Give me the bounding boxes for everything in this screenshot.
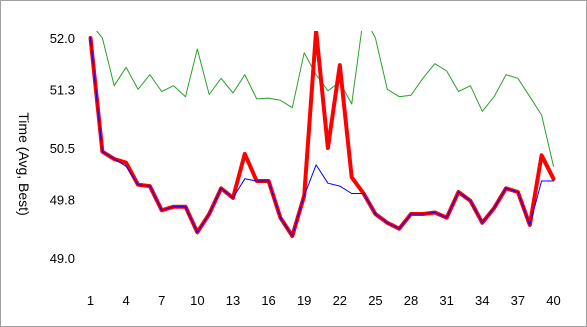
y-tick-label: 52.0 [50,31,75,46]
x-tick-label: 19 [297,293,311,308]
x-tick-labels: 1 4 7 10 13 16 19 22 25 28 31 34 37 40 [87,293,561,308]
y-tick-labels: 49.0 49.8 50.5 51.3 52.0 [50,31,75,266]
x-tick-label: 22 [333,293,347,308]
y-tick-label: 49.0 [50,251,75,266]
x-tick-label: 7 [158,293,165,308]
y-tick-label: 50.5 [50,141,75,156]
series-lines [88,31,556,238]
x-tick-label: 34 [475,293,489,308]
x-tick-label: 40 [546,293,560,308]
y-axis-label: Time (Avg, Best) [16,112,32,215]
y-tick-label: 51.3 [50,82,75,97]
y-tick-label: 49.8 [50,192,75,207]
x-tick-label: 28 [404,293,418,308]
x-tick-label: 16 [261,293,275,308]
x-tick-label: 31 [439,293,453,308]
x-tick-label: 10 [190,293,204,308]
series-line-3 [90,37,554,237]
x-tick-label: 13 [226,293,240,308]
series-line-2 [88,31,556,238]
x-tick-label: 1 [87,293,94,308]
x-tick-label: 25 [368,293,382,308]
x-tick-label: 37 [511,293,525,308]
x-tick-label: 4 [122,293,129,308]
